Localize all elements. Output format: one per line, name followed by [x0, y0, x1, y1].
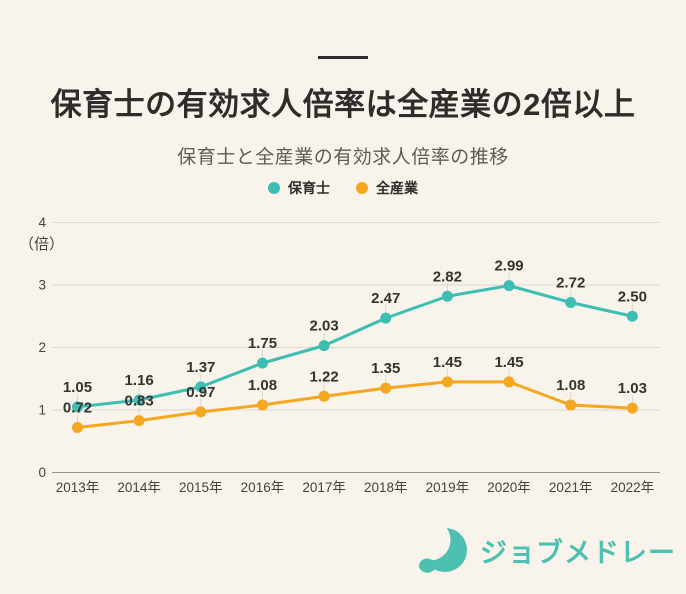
- y-tick-label: 4: [38, 215, 46, 230]
- legend-dot-icon: [268, 182, 280, 194]
- value-label: 1.03: [618, 380, 647, 397]
- legend-dot-icon: [356, 182, 368, 194]
- line-chart: 0 1 2 3 4 （倍） 2013年 2014年 2015年 2016年 2017年 2018年 20…: [19, 215, 660, 495]
- data-point: [318, 390, 330, 402]
- data-point: [256, 357, 268, 369]
- value-label: 2.99: [494, 258, 523, 275]
- y-tick-label: 2: [38, 340, 46, 355]
- x-tick-label: 2016年: [241, 480, 285, 495]
- data-point: [72, 422, 83, 433]
- data-point: [503, 376, 515, 388]
- x-tick-label: 2019年: [426, 480, 470, 495]
- page-title: 保育士の有効求人倍率は全産業の2倍以上: [50, 87, 636, 122]
- x-tick-label: 2014年: [117, 480, 161, 495]
- legend-label: 全産業: [376, 180, 418, 196]
- x-tick-label: 2017年: [302, 480, 346, 495]
- value-label: 1.08: [248, 377, 277, 394]
- data-point: [318, 340, 330, 352]
- value-label: 1.16: [125, 372, 154, 389]
- x-tick-label: 2015年: [179, 480, 223, 495]
- data-point: [565, 297, 577, 308]
- value-label: 1.75: [248, 335, 277, 352]
- chart-area: 0 1 2 3 4 （倍） 2013年 2014年 2015年 2016年 2017年 2018年 20…: [0, 205, 686, 505]
- value-label: 1.22: [309, 368, 338, 385]
- accent-dash: [318, 56, 368, 59]
- data-point: [195, 381, 207, 393]
- value-label: 2.47: [371, 290, 400, 307]
- chart-legend: 保育士 全産業: [0, 178, 686, 198]
- data-point: [441, 376, 453, 388]
- value-label: 1.35: [371, 360, 400, 377]
- value-label: 2.72: [556, 275, 585, 292]
- value-label: 1.45: [494, 354, 523, 371]
- data-point: [626, 402, 638, 414]
- x-tick-label: 2021年: [549, 480, 593, 495]
- data-point: [503, 280, 515, 292]
- value-label: 0.72: [63, 400, 92, 417]
- chart-subtitle: 保育士と全産業の有効求人倍率の推移: [177, 147, 509, 168]
- x-tick-label: 2020年: [487, 480, 531, 495]
- value-label: 1.08: [556, 377, 585, 394]
- legend-label: 保育士: [288, 180, 330, 196]
- value-label: 2.82: [433, 268, 462, 285]
- brand-name: ジョブメドレー: [480, 537, 676, 568]
- x-tick-label: 2022年: [611, 480, 655, 495]
- legend-item: 保育士: [268, 178, 330, 198]
- data-point: [72, 401, 83, 413]
- data-point: [133, 394, 145, 406]
- series-line: [76, 284, 634, 409]
- y-axis-unit-label: （倍）: [19, 236, 64, 253]
- series-line: [76, 380, 634, 429]
- x-tick-label: 2013年: [56, 480, 100, 495]
- value-label: 0.83: [125, 393, 154, 410]
- value-label: 0.97: [186, 384, 215, 401]
- data-point: [195, 406, 207, 418]
- value-label: 1.05: [63, 379, 92, 396]
- y-tick-label: 0: [38, 465, 46, 480]
- data-point: [133, 415, 145, 427]
- jobmedley-logo-icon: [416, 524, 467, 573]
- data-point: [626, 310, 638, 322]
- y-tick-label: 3: [38, 278, 46, 293]
- value-label: 2.03: [309, 318, 338, 335]
- data-point: [380, 312, 392, 324]
- x-tick-label: 2018年: [364, 480, 408, 495]
- value-label: 2.50: [618, 288, 647, 305]
- data-point: [380, 382, 392, 394]
- y-tick-label: 1: [38, 403, 46, 418]
- data-point: [565, 399, 577, 411]
- brand-footer: ジョブメドレー: [416, 522, 676, 578]
- data-point: [256, 399, 268, 411]
- value-label: 1.37: [186, 359, 215, 376]
- legend-item: 全産業: [356, 178, 418, 198]
- value-label: 1.45: [433, 354, 462, 371]
- data-point: [441, 290, 453, 302]
